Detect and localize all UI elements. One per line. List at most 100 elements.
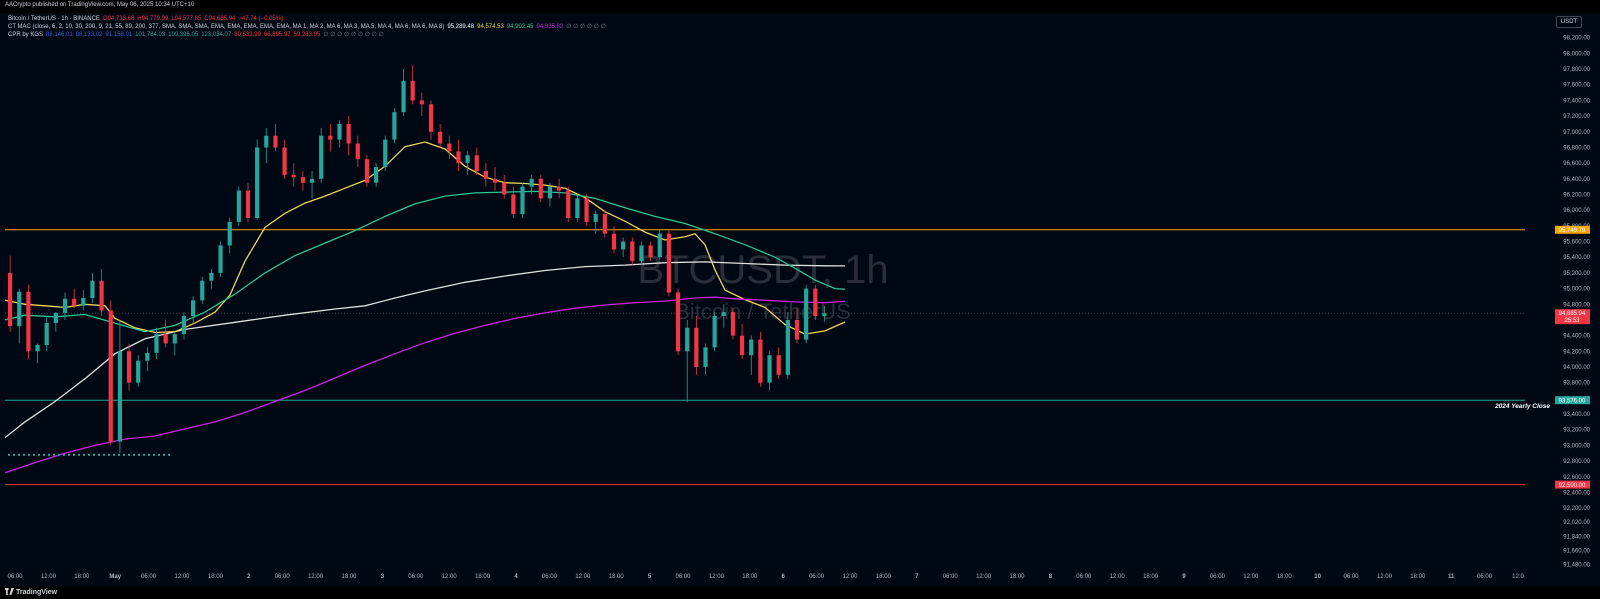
cpr-dot xyxy=(138,453,140,456)
candle-body xyxy=(255,147,260,219)
candle-body xyxy=(419,100,424,105)
cpr-dot xyxy=(103,453,105,456)
cpr-dot xyxy=(73,453,75,456)
price-tick-label: 98,000.00 xyxy=(1563,51,1590,57)
legend-item: O94,733.68 xyxy=(102,16,135,22)
price-tick-label: 95,600.00 xyxy=(1563,240,1590,246)
time-tick-label: 12:00 xyxy=(1377,574,1393,580)
cpr-dot xyxy=(48,453,50,456)
tradingview-logo: TradingView xyxy=(5,588,57,596)
time-tick-label: 18:00 xyxy=(1143,574,1159,580)
candle-body xyxy=(557,186,562,191)
candle-body xyxy=(227,221,232,246)
price-tick-label: 92,020.00 xyxy=(1563,520,1590,526)
legend-symbol-row[interactable]: Bitcoin / TetherUS · 1h · BINANCE O94,733… xyxy=(8,15,286,23)
publish-info: AACrypto published on TradingView.com, M… xyxy=(5,2,195,8)
candle-body xyxy=(520,186,525,215)
legend-cpr-row[interactable]: CPR by KGS 88,146.01 88,133.02 91,158.01 101… xyxy=(8,31,387,39)
time-tick-label: 3 xyxy=(381,574,385,580)
price-tick-label: 97,600.00 xyxy=(1563,83,1590,89)
price-tick-label: 97,800.00 xyxy=(1563,67,1590,73)
legend-mac-row[interactable]: CT MAC (close, 6, 2, 10, 30, 200, 9, 21,… xyxy=(8,23,609,31)
legend-item: C94,685.94 xyxy=(204,16,236,22)
candle-body xyxy=(712,316,717,348)
legend-item: H94,779.99 xyxy=(137,16,169,22)
legend-item: Bitcoin / TetherUS · 1h · BINANCE xyxy=(8,16,100,22)
time-tick-label: 18:00 xyxy=(74,574,90,580)
candle-body xyxy=(236,190,241,222)
price-tick-label: 95,000.00 xyxy=(1563,287,1590,293)
cpr-dot xyxy=(28,453,30,456)
cpr-dot xyxy=(148,453,150,456)
candle-body xyxy=(611,233,617,250)
time-tick-label: 2 xyxy=(247,574,251,580)
candle-body xyxy=(639,245,644,262)
candle-body xyxy=(694,327,699,367)
cpr-dot xyxy=(23,453,25,456)
cpr-dot xyxy=(143,453,145,456)
candle-body xyxy=(218,245,223,273)
cpr-dot xyxy=(83,453,85,456)
legend-item: L94,577.85 xyxy=(171,16,202,22)
time-tick-label: 9 xyxy=(1182,574,1186,580)
candle-body xyxy=(209,272,214,281)
time-tick-label: 06:00 xyxy=(275,574,291,580)
time-tick-label: 6 xyxy=(782,574,786,580)
legend-item: 95,289.48 xyxy=(447,24,475,30)
time-tick-label: 12:00 xyxy=(1243,574,1259,580)
time-tick-label: 06:00 xyxy=(542,574,558,580)
cpr-dot xyxy=(53,453,55,456)
candle-body xyxy=(456,151,461,164)
candle-body xyxy=(483,170,488,179)
chart-area[interactable]: BTCUSDT, 1h Bitcoin / TetherUS 98,200.00 9… xyxy=(0,13,1600,586)
candle-body xyxy=(648,245,653,258)
candle-body xyxy=(492,178,498,183)
candle-body xyxy=(767,355,772,383)
price-level-label: 95,749.79 xyxy=(1559,228,1586,234)
cpr-dot xyxy=(58,453,60,456)
candle-body xyxy=(529,178,534,187)
last-price-badge xyxy=(1555,309,1590,325)
candle-body xyxy=(44,323,49,346)
time-tick-label: 12:00 xyxy=(41,574,57,580)
cpr-dot xyxy=(63,453,65,456)
candle-body xyxy=(566,190,571,219)
price-tick-label: 97,000.00 xyxy=(1563,130,1590,136)
candle-body xyxy=(26,291,31,352)
candle-body xyxy=(410,80,415,101)
candle-body xyxy=(785,319,790,375)
candle-body xyxy=(35,345,40,352)
price-axis xyxy=(1525,13,1600,586)
candle-body xyxy=(72,298,77,306)
candle-body xyxy=(163,334,168,344)
candle-body xyxy=(136,360,141,383)
time-tick-label: 18:00 xyxy=(208,574,224,580)
time-tick-label: 06:00 xyxy=(1210,574,1226,580)
tradingview-logo-icon xyxy=(5,588,14,595)
price-tick-label: 94,800.00 xyxy=(1563,302,1590,308)
cpr-dot xyxy=(38,453,40,456)
candle-body xyxy=(758,339,763,383)
candle-body xyxy=(730,312,736,336)
price-level-badge xyxy=(1555,225,1590,234)
candle-body xyxy=(675,292,681,352)
price-tick-label: 93,200.00 xyxy=(1563,428,1590,434)
cpr-dot xyxy=(113,453,115,456)
legend-item: 88,133.02 xyxy=(75,32,103,38)
candle-body xyxy=(593,214,598,222)
currency-button[interactable]: USDT xyxy=(1556,16,1582,28)
time-tick-label: 12:00 xyxy=(976,574,992,580)
candle-body xyxy=(630,241,635,262)
candle-body xyxy=(154,334,159,353)
candle-body xyxy=(776,355,781,375)
time-tick-label: 12:00 xyxy=(842,574,858,580)
cpr-dot xyxy=(98,453,100,456)
time-tick-label: 18:00 xyxy=(475,574,491,580)
cpr-dot xyxy=(123,453,125,456)
candle-body xyxy=(191,300,196,317)
cpr-dot xyxy=(18,453,20,456)
cpr-dot xyxy=(108,453,110,456)
candle-body xyxy=(273,135,278,148)
